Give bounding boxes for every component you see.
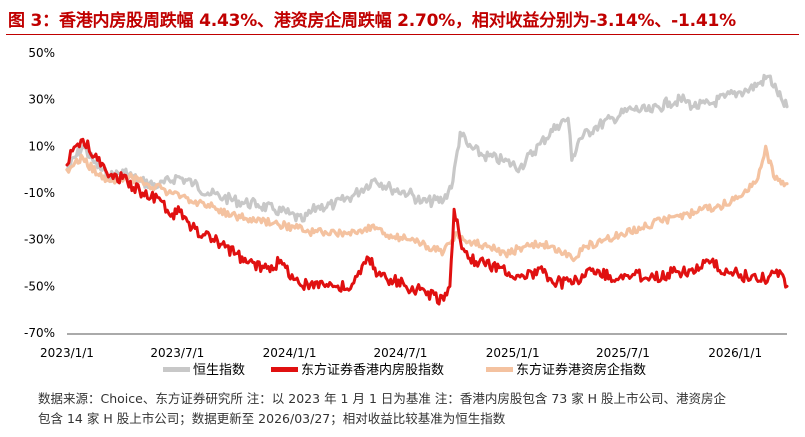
legend-label-3: 东方证券港资房企指数 [516,362,646,378]
legend-label-2: 东方证券香港内房股指数 [301,362,444,378]
note-line-1: 数据来源：Choice、东方证券研究所 注：以 2023 年 1 月 1 日为基… [38,391,727,406]
y-tick-label: 30% [28,93,55,107]
source-notes: 数据来源：Choice、东方证券研究所 注：以 2023 年 1 月 1 日为基… [38,389,798,429]
y-tick-label: -30% [24,233,55,247]
y-tick-label: 50% [28,46,55,60]
axes: 50% 30% 10% -10% -30% -50% -70% 2023/1/1 2023/7/… [24,46,787,360]
x-tick-label: 2026/1/1 [708,346,762,360]
figure-title: 图 3：香港内房股周跌幅 4.43%、港资房企周跌幅 2.70%，相对收益分别为… [8,11,737,31]
series-line-3 [65,144,789,263]
y-tick-label: -70% [24,326,55,340]
title-underline [6,34,799,35]
x-tick-label: 2023/7/1 [150,346,204,360]
y-tick-label: -50% [24,279,55,293]
legend-swatch-3 [486,367,513,372]
x-tick-label: 2025/1/1 [486,346,540,360]
line-chart: 50% 30% 10% -10% -30% -50% -70% 2023/1/1 2023/7/… [24,46,789,378]
series-line-2 [65,137,789,306]
legend-label-1: 恒生指数 [193,363,245,378]
legend-swatch-2 [271,367,298,372]
y-tick-label: 10% [28,139,55,153]
series-line-1 [65,73,789,223]
x-tick-label: 2025/7/1 [596,346,650,360]
x-tick-label: 2024/7/1 [374,346,428,360]
legend: 恒生指数 东方证券香港内房股指数 东方证券港资房企指数 [163,362,646,378]
legend-swatch-1 [163,367,190,372]
x-tick-label: 2024/1/1 [263,346,317,360]
note-line-2: 包含 14 家 H 股上市公司；数据更新至 2026/03/27；相对收益比较基… [38,411,506,426]
x-tick-label: 2023/1/1 [40,346,94,360]
y-tick-label: -10% [24,186,55,200]
series-lines [65,73,789,306]
